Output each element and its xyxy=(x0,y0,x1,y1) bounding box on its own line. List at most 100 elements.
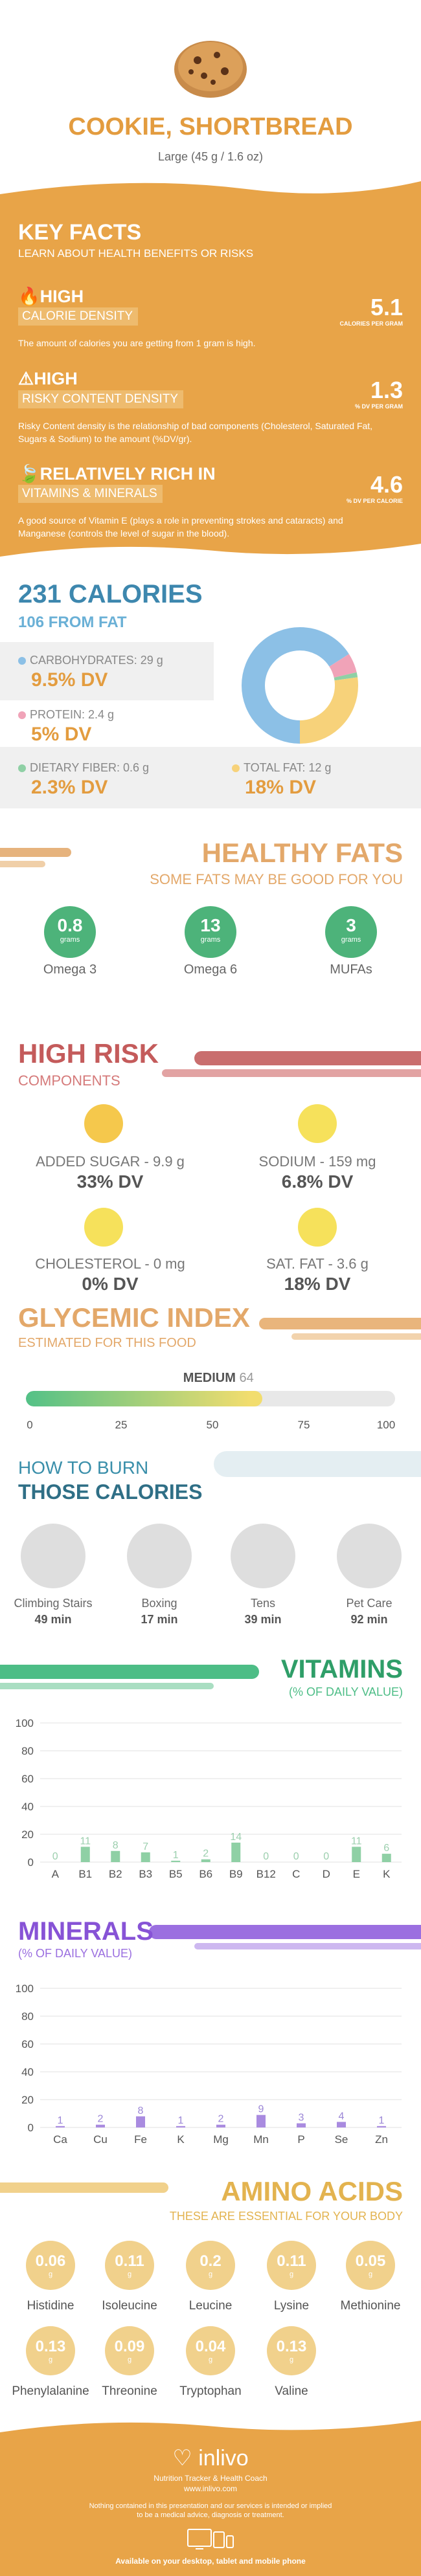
footer-disclaimer: Nothing contained in this presentation a… xyxy=(89,2502,332,2510)
category-label: B1 xyxy=(78,1868,92,1880)
activity-label: Tens xyxy=(250,1597,276,1610)
omega6-circle: 13 grams xyxy=(185,906,236,958)
sat-fat-label: SAT. FAT - 3.6 g xyxy=(266,1256,369,1272)
bar-value-label: 3 xyxy=(299,2113,304,2124)
bar-value-label: 11 xyxy=(351,1836,362,1847)
amino-label: Phenylalanine xyxy=(12,2384,89,2398)
wave-divider xyxy=(0,175,421,194)
header-section: COOKIE, SHORTBREAD Large (45 g / 1.6 oz) xyxy=(0,0,421,175)
cholesterol-label: CHOLESTEROL - 0 mg xyxy=(35,1256,185,1272)
burn-section: HOW TO BURN THOSE CALORIES Climbing Stai… xyxy=(0,1445,421,1645)
carbs-label: CARBOHYDRATES: 29 g xyxy=(18,654,163,667)
protein-dv: 5% DV xyxy=(31,724,92,745)
mufa-circle: 3 grams xyxy=(325,906,377,958)
neutral-face-icon xyxy=(298,1208,337,1247)
y-tick-label: 60 xyxy=(21,2038,34,2050)
glycemic-bar-fill xyxy=(26,1391,262,1406)
y-tick-label: 80 xyxy=(21,2010,34,2023)
nutrient-bg xyxy=(0,747,421,808)
y-tick-label: 100 xyxy=(16,1717,34,1729)
category-label: Mn xyxy=(253,2133,269,2146)
neutral-face-icon xyxy=(298,1104,337,1143)
decor-bar xyxy=(194,1051,421,1065)
glycemic-subtitle: ESTIMATED FOR THIS FOOD xyxy=(18,1336,196,1350)
y-tick-label: 0 xyxy=(28,2122,34,2134)
amino-label: Methionine xyxy=(340,2299,401,2313)
cholesterol-dv: 0% DV xyxy=(82,1274,139,1294)
fact-vitamins-name: VITAMINS & MINERALS xyxy=(18,485,163,503)
fat-dv: 18% DV xyxy=(245,777,317,798)
category-label: B3 xyxy=(139,1868,152,1880)
fact-calorie-name: CALORIE DENSITY xyxy=(18,307,139,326)
amino-circle: 0.2 g xyxy=(186,2241,235,2290)
category-label: E xyxy=(353,1868,360,1880)
fact-vitamins-level: 🍃RELATIVELY RICH IN xyxy=(18,464,216,483)
bar-value-label: 7 xyxy=(142,1841,148,1852)
fact-vitamins-desc: A good source of Vitamin E (plays a role… xyxy=(18,515,343,539)
category-label: K xyxy=(177,2133,185,2146)
bar-value-label: 1 xyxy=(58,2115,63,2126)
category-label: Cu xyxy=(93,2133,108,2146)
minerals-bar-chart: 100 80 60 40 20 0 1 Ca 2 Cu 8 Fe 1 K 2 Mg 9 Mn 3 P 4 Se 1 Zn xyxy=(16,1982,402,2146)
amino-subtitle: THESE ARE ESSENTIAL FOR YOUR BODY xyxy=(169,2210,403,2223)
flame-icon: 🔥 xyxy=(18,287,40,306)
decor-bar xyxy=(194,1943,421,1949)
category-label: C xyxy=(292,1868,300,1880)
high-risk-title: HIGH RISK xyxy=(18,1038,159,1069)
bar xyxy=(377,2126,386,2127)
fact-risky-desc: Risky Content density is the relationshi… xyxy=(18,421,373,444)
minerals-section: MINERALS (% OF DAILY VALUE) 100 80 60 40 20 0… xyxy=(0,1904,421,2176)
amino-label: Isoleucine xyxy=(102,2299,157,2313)
y-tick-label: 20 xyxy=(21,2094,34,2106)
category-label: Zn xyxy=(375,2133,388,2146)
serving-size: Large (45 g / 1.6 oz) xyxy=(157,150,264,163)
glycemic-bar xyxy=(26,1391,395,1406)
bar-value-label: 8 xyxy=(138,2105,144,2116)
fact-calorie-desc: The amount of calories you are getting f… xyxy=(18,338,256,348)
sad-face-icon xyxy=(84,1104,123,1143)
bar xyxy=(171,1860,181,1862)
burn-title: HOW TO BURN xyxy=(18,1458,149,1478)
leaf-icon: 🍃 xyxy=(18,464,40,483)
y-tick-label: 60 xyxy=(21,1773,34,1785)
healthy-fats-title: HEALTHY FATS xyxy=(201,838,403,868)
category-label: Ca xyxy=(53,2133,67,2146)
activity-label: Pet Care xyxy=(346,1597,393,1610)
category-label: A xyxy=(52,1868,60,1880)
calories-title: 231 CALORIES xyxy=(18,580,203,608)
heart-icon: ♡ xyxy=(172,2446,192,2471)
decor-bar xyxy=(291,1333,421,1340)
category-label: Se xyxy=(335,2133,348,2146)
omega3-label: Omega 3 xyxy=(43,962,97,977)
footer-url[interactable]: www.inlivo.com xyxy=(183,2484,238,2493)
bar-value-label: 11 xyxy=(80,1836,91,1847)
fiber-label: DIETARY FIBER: 0.6 g xyxy=(18,761,149,775)
high-risk-subtitle: COMPONENTS xyxy=(18,1072,120,1089)
omega3-circle: 0.8 grams xyxy=(44,906,96,958)
fact-vitamins-value: 4.6 xyxy=(370,471,403,498)
decor-bar xyxy=(214,1451,421,1477)
donut-slice xyxy=(242,627,358,744)
key-facts-section: KEY FACTS LEARN ABOUT HEALTH BENEFITS OR… xyxy=(0,175,421,564)
decor-bar xyxy=(149,1925,421,1939)
footer-logo[interactable]: ♡ inlivo xyxy=(172,2446,249,2471)
activity-label: Climbing Stairs xyxy=(14,1597,93,1610)
amino-circle: 0.13 g xyxy=(267,2326,316,2375)
fact-calorie-level: 🔥HIGH xyxy=(18,287,84,306)
decor-bar xyxy=(0,1665,259,1679)
warning-icon: ⚠ xyxy=(18,369,34,388)
bar xyxy=(381,1854,391,1862)
macro-donut-chart xyxy=(242,627,358,744)
glycemic-title: GLYCEMIC INDEX xyxy=(18,1302,250,1333)
happy-face-icon xyxy=(84,1208,123,1247)
healthy-fats-section: HEALTHY FATS SOME FATS MAY BE GOOD FOR Y… xyxy=(0,830,421,1024)
amino-circle: 0.05 g xyxy=(346,2241,395,2290)
glycemic-tick: 75 xyxy=(297,1419,310,1431)
fiber-dv: 2.3% DV xyxy=(31,777,108,798)
category-label: B2 xyxy=(109,1868,122,1880)
added-sugar-dv: 33% DV xyxy=(76,1171,144,1192)
key-facts-title: KEY FACTS xyxy=(18,220,142,245)
fat-label: TOTAL FAT: 12 g xyxy=(232,761,331,775)
bar-value-label: 8 xyxy=(113,1840,119,1851)
decor-bar xyxy=(259,1318,421,1329)
